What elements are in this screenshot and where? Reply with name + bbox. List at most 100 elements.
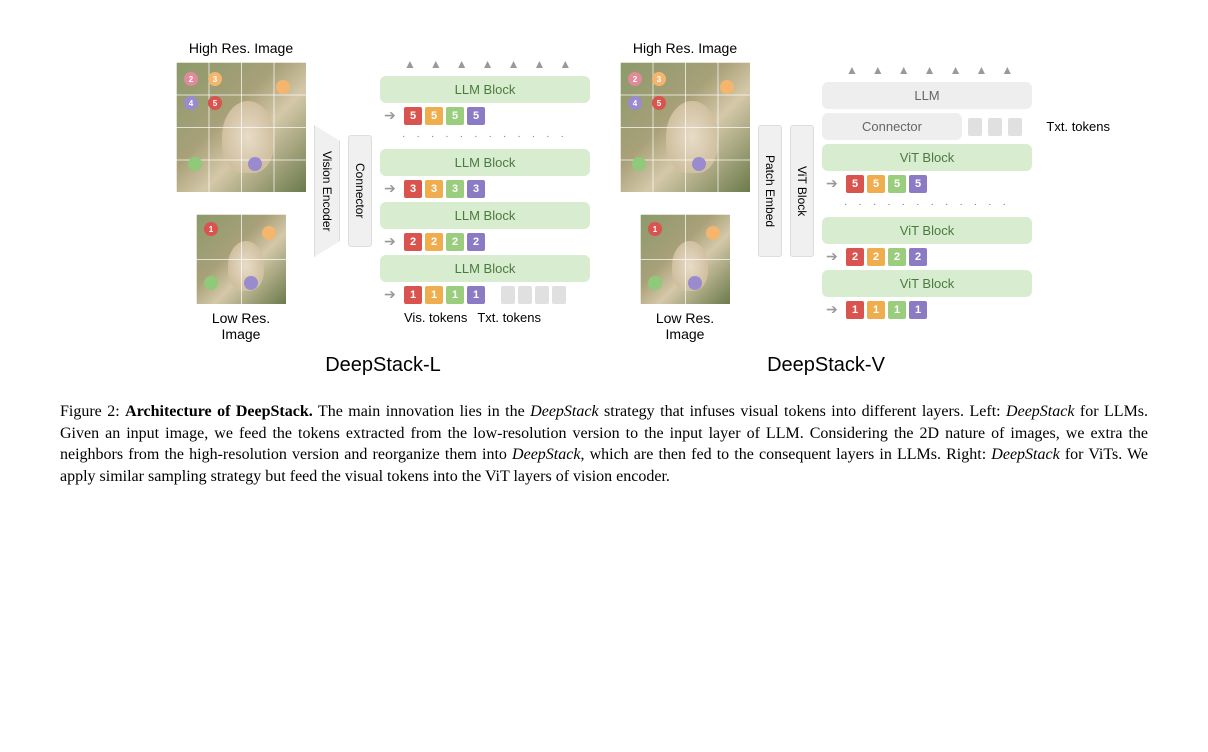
visual-token: 2 bbox=[446, 233, 464, 251]
output-arrows: ▲▲▲▲▲▲▲ bbox=[380, 57, 590, 72]
transformer-block: LLM Block bbox=[380, 149, 590, 176]
visual-token: 5 bbox=[467, 107, 485, 125]
panel-title-right: DeepStack-V bbox=[767, 354, 885, 377]
sample-dot bbox=[204, 276, 218, 290]
visual-token: 3 bbox=[446, 180, 464, 198]
left-images: High Res. Image 2345 1 Low Res. Image bbox=[176, 40, 306, 342]
token-legend: Vis. tokens Txt. tokens bbox=[380, 310, 590, 325]
module-block: Connector bbox=[822, 113, 962, 140]
sample-dot: 1 bbox=[648, 222, 662, 236]
text-token bbox=[968, 118, 982, 136]
token-row: ➔1111 bbox=[380, 286, 590, 304]
visual-token: 1 bbox=[446, 286, 464, 304]
text-token bbox=[988, 118, 1002, 136]
text-token bbox=[535, 286, 549, 304]
token-row: ➔2222 bbox=[822, 248, 1032, 266]
token-row: ➔1111 bbox=[822, 301, 1032, 319]
transformer-block: ViT Block bbox=[822, 144, 1032, 171]
visual-token: 2 bbox=[867, 248, 885, 266]
feed-arrow-icon: ➔ bbox=[384, 287, 396, 304]
visual-token: 5 bbox=[888, 175, 906, 193]
transformer-block: LLM Block bbox=[380, 202, 590, 229]
feed-arrow-icon: ➔ bbox=[826, 249, 838, 266]
visual-token: 5 bbox=[425, 107, 443, 125]
right-stack: ▲▲▲▲▲▲▲LLMConnectorTxt. tokensViT Block➔… bbox=[822, 63, 1032, 319]
sample-dot: 5 bbox=[652, 96, 666, 110]
visual-token: 1 bbox=[846, 301, 864, 319]
sample-dot bbox=[706, 226, 720, 240]
visual-token: 1 bbox=[888, 301, 906, 319]
high-res-label-r: High Res. Image bbox=[633, 40, 737, 56]
sample-dot: 3 bbox=[208, 72, 222, 86]
visual-token: 5 bbox=[404, 107, 422, 125]
visual-token: 1 bbox=[909, 301, 927, 319]
right-images: High Res. Image 2345 1 Low Res. Image bbox=[620, 40, 750, 342]
output-arrows: ▲▲▲▲▲▲▲ bbox=[822, 63, 1032, 78]
high-res-image-r: 2345 bbox=[620, 62, 750, 192]
sample-dot: 3 bbox=[652, 72, 666, 86]
token-row: ➔5555 bbox=[380, 107, 590, 125]
low-res-image: 1 bbox=[196, 214, 286, 304]
feed-arrow-icon: ➔ bbox=[384, 181, 396, 198]
visual-token: 5 bbox=[909, 175, 927, 193]
visual-token: 5 bbox=[446, 107, 464, 125]
transformer-block: ViT Block bbox=[822, 270, 1032, 297]
connector-left: Connector bbox=[348, 135, 372, 247]
transformer-block: ViT Block bbox=[822, 217, 1032, 244]
visual-token: 2 bbox=[425, 233, 443, 251]
visual-token: 1 bbox=[867, 301, 885, 319]
sample-dot bbox=[688, 276, 702, 290]
caption-prefix: Figure 2: bbox=[60, 403, 125, 420]
visual-token: 2 bbox=[404, 233, 422, 251]
feed-arrow-icon: ➔ bbox=[384, 108, 396, 125]
visual-token: 2 bbox=[467, 233, 485, 251]
panel-left: High Res. Image 2345 1 Low Res. Image Vi… bbox=[176, 40, 590, 377]
feed-arrow-icon: ➔ bbox=[826, 302, 838, 319]
visual-token: 1 bbox=[404, 286, 422, 304]
vision-encoder: Vision Encoder bbox=[314, 125, 340, 257]
left-stack: ▲▲▲▲▲▲▲LLM Block➔5555· · · · · · · · · ·… bbox=[380, 57, 590, 325]
sample-dot: 2 bbox=[184, 72, 198, 86]
panel-title-left: DeepStack-L bbox=[325, 354, 441, 377]
low-res-label-r: Low Res. Image bbox=[656, 310, 714, 342]
transformer-block: LLM Block bbox=[380, 76, 590, 103]
vis-tokens-label: Vis. tokens bbox=[404, 310, 467, 325]
sample-dot: 4 bbox=[628, 96, 642, 110]
visual-token: 1 bbox=[425, 286, 443, 304]
text-token bbox=[1008, 118, 1022, 136]
patch-embed: Patch Embed bbox=[758, 125, 782, 257]
visual-token: 3 bbox=[425, 180, 443, 198]
visual-token: 2 bbox=[909, 248, 927, 266]
figure-caption: Figure 2: Architecture of DeepStack. The… bbox=[60, 401, 1148, 487]
visual-token: 3 bbox=[404, 180, 422, 198]
module-block: LLM bbox=[822, 82, 1032, 109]
feed-arrow-icon: ➔ bbox=[384, 234, 396, 251]
sample-dot bbox=[248, 157, 262, 171]
sample-dot bbox=[692, 157, 706, 171]
sample-dot: 1 bbox=[204, 222, 218, 236]
visual-token: 2 bbox=[846, 248, 864, 266]
token-row: ➔5555 bbox=[822, 175, 1032, 193]
text-token bbox=[501, 286, 515, 304]
visual-token: 3 bbox=[467, 180, 485, 198]
high-res-image: 2345 bbox=[176, 62, 306, 192]
txt-tokens-label: Txt. tokens bbox=[477, 310, 541, 325]
high-res-label: High Res. Image bbox=[189, 40, 293, 56]
caption-bold: Architecture of DeepStack. bbox=[125, 403, 313, 420]
token-row: ➔3333 bbox=[380, 180, 590, 198]
visual-token: 2 bbox=[888, 248, 906, 266]
vit-block-vertical: ViT Block bbox=[790, 125, 814, 257]
visual-token: 5 bbox=[867, 175, 885, 193]
txt-tokens-label: Txt. tokens bbox=[1046, 119, 1110, 134]
ellipsis-row: · · · · · · · · · · · · bbox=[380, 129, 590, 145]
ellipsis-row: · · · · · · · · · · · · bbox=[822, 197, 1032, 213]
text-token bbox=[518, 286, 532, 304]
sample-dot bbox=[244, 276, 258, 290]
token-row: ➔2222 bbox=[380, 233, 590, 251]
sample-dot bbox=[648, 276, 662, 290]
panel-right: High Res. Image 2345 1 Low Res. Image Pa… bbox=[620, 40, 1032, 377]
sample-dot bbox=[276, 80, 290, 94]
figure-diagram: High Res. Image 2345 1 Low Res. Image Vi… bbox=[60, 40, 1148, 377]
sample-dot bbox=[188, 157, 202, 171]
visual-token: 5 bbox=[846, 175, 864, 193]
